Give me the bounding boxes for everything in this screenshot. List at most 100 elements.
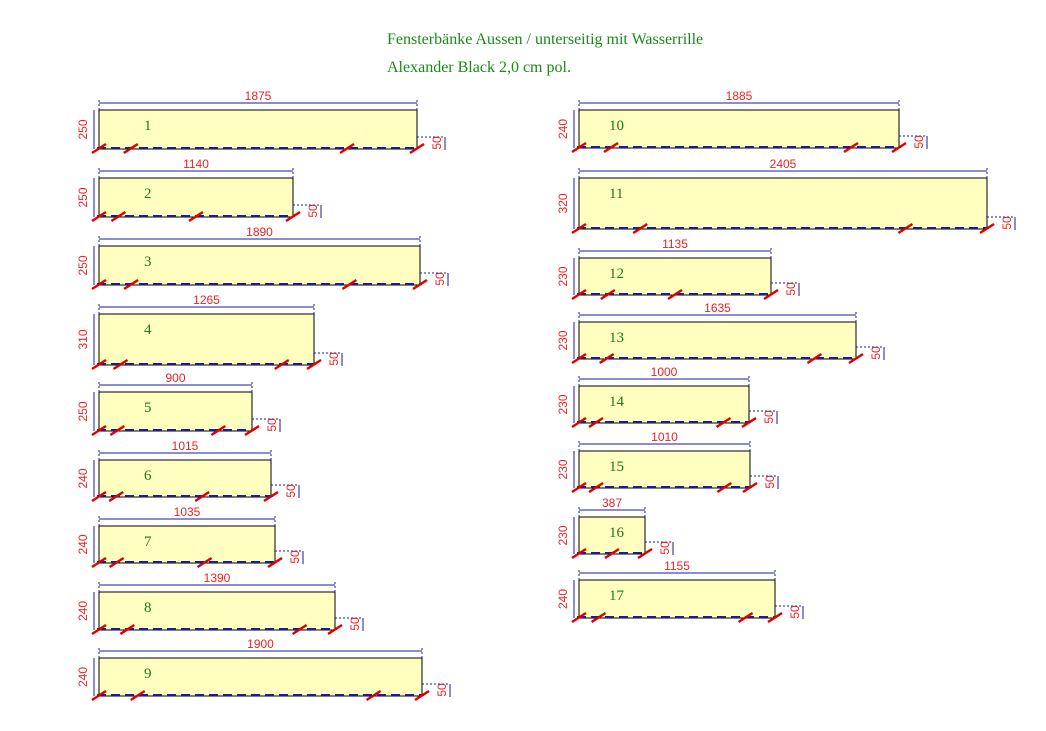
window-sill-panel: 1035 240 50 7: [76, 505, 304, 569]
window-sill-panel: 1890 250 50 3: [76, 225, 449, 291]
cut-mark: [119, 623, 135, 636]
panel-number: 4: [144, 322, 152, 338]
sill-slab: [98, 591, 336, 631]
cut-mark: [590, 611, 607, 624]
cut-mark: [897, 222, 914, 235]
window-sill-panel: 1015 240 50 6: [76, 439, 300, 503]
groove-label: 50: [763, 475, 777, 489]
cut-mark: [979, 222, 995, 235]
window-sill-panel: 1155 240 50 17: [556, 559, 804, 624]
length-label: 1010: [651, 430, 678, 444]
cut-mark: [600, 288, 616, 301]
cut-mark: [291, 623, 308, 636]
cut-mark: [306, 358, 322, 371]
window-sill-panel: 1900 240 50 9: [76, 637, 451, 702]
cut-mark: [267, 556, 283, 569]
sill-slab: [98, 525, 276, 564]
length-label: 1140: [183, 157, 209, 171]
cut-mark: [91, 556, 107, 569]
sill-slab: [578, 257, 772, 296]
panel-number: 3: [144, 254, 152, 270]
groove-label: 50: [433, 272, 447, 286]
cut-mark: [571, 288, 587, 301]
depth-label: 240: [76, 601, 90, 621]
sill-slab: [578, 177, 988, 230]
panel-number: 16: [609, 525, 625, 541]
sill-slab: [98, 245, 421, 286]
cut-mark: [409, 142, 425, 155]
length-label: 1635: [704, 301, 731, 315]
cut-mark: [637, 547, 653, 560]
cut-mark: [244, 424, 260, 437]
cut-mark: [603, 141, 619, 154]
length-label: 1015: [172, 439, 199, 453]
cut-mark: [210, 424, 227, 437]
cut-mark: [130, 689, 146, 702]
cut-mark: [274, 358, 290, 371]
window-sill-panel: 1635 230 50 13: [556, 301, 885, 365]
cut-mark: [91, 689, 107, 702]
groove-label: 50: [327, 352, 341, 366]
panel-number: 7: [144, 534, 152, 550]
panel-number: 11: [609, 186, 623, 202]
sill-slab: [578, 579, 776, 619]
length-label: 1875: [245, 89, 272, 103]
sill-slab: [98, 459, 272, 498]
depth-label: 250: [76, 401, 90, 421]
depth-label: 250: [76, 255, 90, 275]
window-sill-panel: 1135 230 50 12: [556, 237, 800, 301]
length-label: 1900: [247, 637, 274, 651]
sill-slab: [98, 313, 315, 366]
cut-mark: [741, 416, 757, 429]
panel-number: 17: [609, 588, 625, 604]
groove-label: 50: [869, 346, 883, 360]
cut-mark: [588, 481, 604, 494]
cut-mark: [196, 556, 213, 569]
cut-mark: [571, 352, 587, 365]
length-label: 900: [165, 371, 185, 385]
length-label: 1885: [726, 89, 753, 103]
window-sill-panel: 1000 230 50 14: [556, 365, 778, 429]
groove-label: 50: [658, 541, 672, 555]
cut-mark: [91, 490, 107, 503]
groove-label: 50: [912, 135, 926, 149]
cut-mark: [599, 352, 615, 365]
panel-number: 8: [144, 600, 152, 616]
depth-label: 230: [556, 330, 570, 350]
cut-mark: [109, 424, 126, 437]
cut-mark: [737, 611, 754, 624]
groove-label: 50: [265, 418, 279, 432]
cut-mark: [843, 141, 859, 154]
window-sill-panel: 1265 310 50 4: [76, 293, 343, 371]
cut-mark: [588, 416, 604, 429]
cut-mark: [91, 142, 107, 155]
window-sill-panel: 1140 250 50 2: [76, 157, 322, 223]
panel-number: 1: [144, 118, 152, 134]
cut-mark: [571, 141, 587, 154]
material-subtitle: Alexander Black 2,0 cm pol.: [387, 59, 571, 76]
cut-mark: [327, 623, 343, 636]
window-sill-panel: 1010 230 50 15: [556, 430, 779, 494]
cut-mark: [767, 611, 783, 624]
window-sill-panel: 1875 250 50 1: [76, 89, 446, 155]
cut-mark: [571, 611, 587, 624]
window-sill-panel: 1390 240 50 8: [76, 571, 364, 636]
groove-label: 50: [288, 550, 302, 564]
sill-slab: [578, 385, 750, 424]
depth-label: 240: [76, 534, 90, 554]
depth-label: 230: [556, 394, 570, 414]
cut-mark: [571, 416, 587, 429]
groove-label: 50: [430, 136, 444, 150]
cut-mark: [571, 481, 587, 494]
window-sill-panel: 387 230 50 16: [556, 496, 674, 560]
window-sill-panel: 1885 240 50 10: [556, 89, 928, 154]
cut-mark: [806, 352, 823, 365]
depth-label: 240: [556, 589, 570, 609]
cut-mark: [891, 141, 907, 154]
depth-label: 250: [76, 187, 90, 207]
panel-number: 14: [609, 394, 625, 410]
panel-number: 6: [144, 468, 152, 484]
depth-label: 230: [556, 525, 570, 545]
sill-slab: [578, 109, 900, 149]
